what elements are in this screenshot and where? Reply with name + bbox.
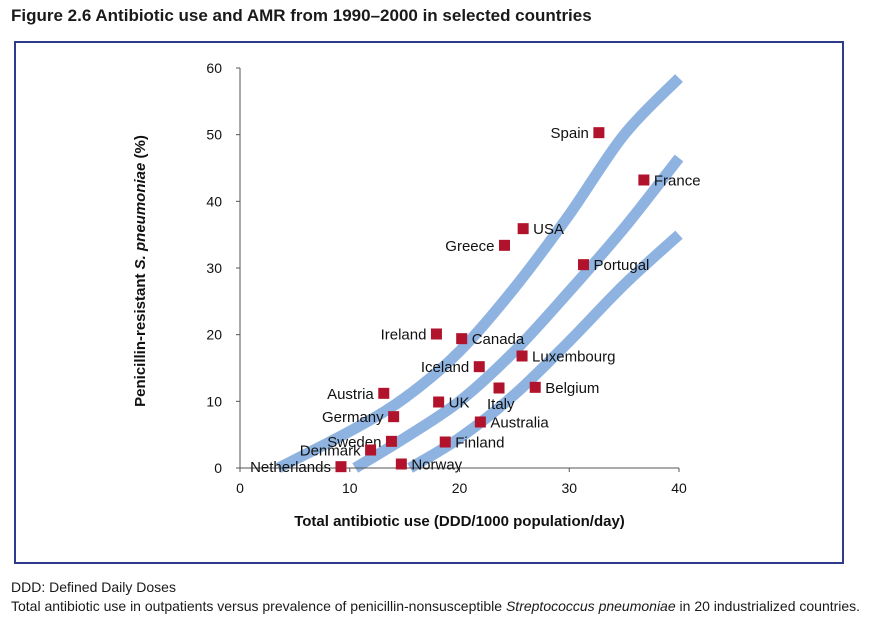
y-tick-label: 30 [206,260,222,276]
label-spain: Spain [551,125,589,142]
x-tick-label: 30 [561,480,577,496]
scatter-chart: 0 10 20 30 40 0 10 20 30 40 50 60 Spain France USA Gre… [132,60,701,530]
chart-frame: 0 10 20 30 40 0 10 20 30 40 50 60 Spain France USA Gre… [14,41,844,564]
trend-band-2 [352,154,684,473]
label-canada: Canada [472,331,525,348]
point-uk [433,396,445,408]
point-netherlands [335,461,347,473]
y-axis-title: Penicillin-resistant S. pneumoniae (%) [132,135,149,407]
y-axis-title-part-2: (%) [132,135,149,163]
y-tick-label: 0 [214,460,222,476]
axes: 0 10 20 30 40 0 10 20 30 40 50 60 [206,60,687,496]
point-france [638,174,650,186]
label-france: France [654,173,701,190]
point-norway [395,458,407,470]
label-germany: Germany [322,409,384,426]
point-austria [378,387,390,399]
y-axis-title-italic: S. pneumoniae [132,163,149,270]
x-tick-label: 20 [452,480,468,496]
point-portugal [578,259,590,271]
footnote-text-1: Total antibiotic use in outpatients vers… [11,598,506,614]
label-ireland: Ireland [381,327,427,344]
point-denmark [365,444,377,456]
figure-title: Figure 2.6 Antibiotic use and AMR from 1… [11,6,592,25]
label-austria: Austria [327,386,374,403]
label-norway: Norway [411,457,462,474]
point-belgium [529,381,541,393]
footnote-text-2: in 20 industrialized countries. [675,598,861,614]
trend-band-3 [407,230,683,473]
point-canada [456,333,468,345]
label-iceland: Iceland [421,359,469,376]
point-luxembourg [516,350,528,362]
y-tick-label: 40 [206,193,222,209]
footnote-species: Streptococcus pneumoniae [505,598,676,614]
label-finland: Finland [455,435,504,452]
y-axis-title-part-1: Penicillin-resistant [132,269,149,407]
y-tick-label: 20 [206,327,222,343]
label-italy: Italy [487,396,515,413]
label-luxembourg: Luxembourg [532,349,615,366]
label-greece: Greece [445,238,494,255]
y-tick-label: 10 [206,393,222,409]
x-tick-label: 0 [236,480,244,496]
trend-bands [275,74,684,473]
label-belgium: Belgium [545,380,599,397]
point-usa [517,223,529,235]
footnotes: DDD: Defined Daily Doses Total antibioti… [11,578,861,616]
point-australia [474,416,486,428]
label-usa: USA [533,221,564,238]
point-italy [493,382,505,394]
point-spain [593,127,605,139]
point-finland [439,436,451,448]
point-ireland [430,328,442,340]
label-netherlands: Netherlands [250,459,331,476]
label-australia: Australia [490,415,549,432]
point-germany [388,411,400,423]
y-tick-label: 60 [206,60,222,76]
point-greece [498,239,510,251]
trend-band-1 [275,74,683,473]
data-points: Spain France USA Greece Portugal Ireland Canad… [250,125,700,476]
x-tick-label: 40 [671,480,687,496]
x-axis-title: Total antibiotic use (DDD/1000 populatio… [294,513,625,530]
label-uk: UK [449,395,470,412]
label-portugal: Portugal [594,257,650,274]
label-denmark: Denmark [300,443,361,460]
y-tick-label: 50 [206,127,222,143]
point-iceland [473,361,485,373]
footnote-description: Total antibiotic use in outpatients vers… [11,597,861,616]
point-sweden [385,435,397,447]
footnote-ddd: DDD: Defined Daily Doses [11,579,176,595]
x-tick-label: 10 [342,480,358,496]
